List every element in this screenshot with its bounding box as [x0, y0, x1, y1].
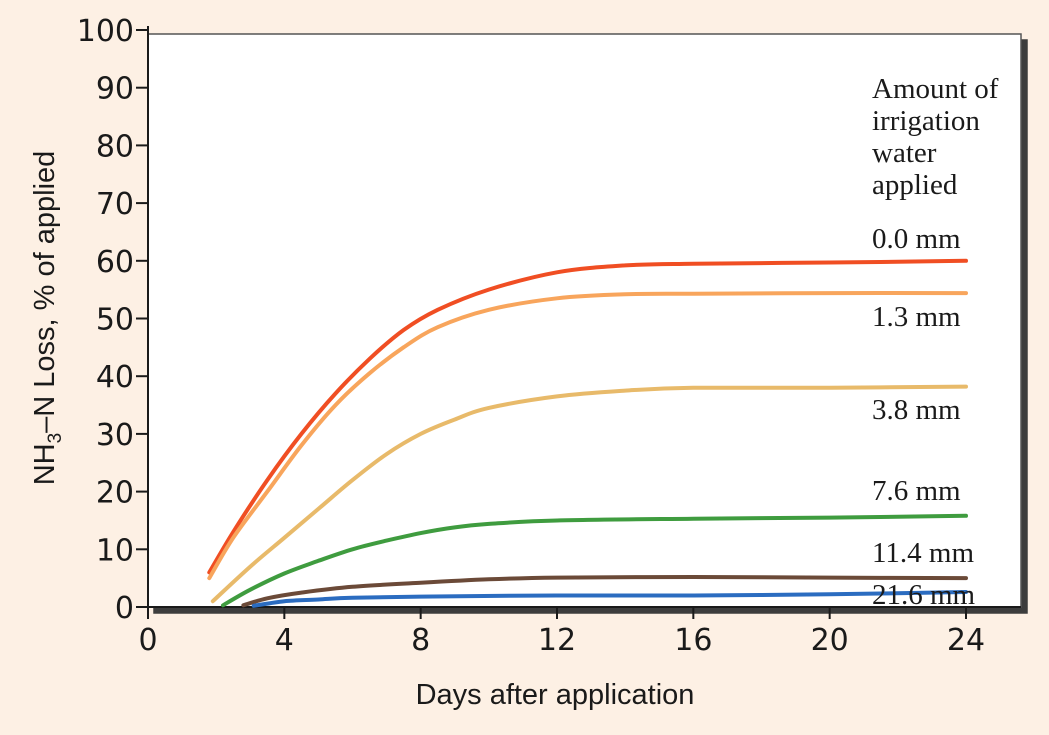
- x-tick-label: 0: [138, 623, 157, 658]
- series-label: 11.4 mm: [872, 537, 974, 569]
- x-tick-label: 20: [811, 623, 849, 658]
- y-tick-label: 10: [96, 533, 134, 568]
- plot-area: [147, 33, 1022, 608]
- series-line-11-4-mm: [241, 575, 968, 608]
- series-line-0-0-mm: [207, 258, 968, 575]
- y-tick-label: 20: [96, 476, 134, 511]
- series-label: 0.0 mm: [872, 223, 961, 255]
- y-tick-label: 50: [96, 303, 134, 338]
- series-label: 7.6 mm: [872, 475, 961, 507]
- legend-title-line: irrigation: [872, 105, 980, 137]
- x-tick-label: 4: [275, 623, 294, 658]
- series-label: 3.8 mm: [872, 394, 961, 426]
- x-tick-label: 12: [538, 623, 576, 658]
- series-lines: [207, 258, 968, 608]
- y-tick-label: 60: [96, 245, 134, 280]
- series-line-7-6-mm: [221, 513, 968, 608]
- legend-title-line: water: [872, 137, 937, 169]
- axes: 0 10 20 30 40 50 60 70 80 90 100 0 4 8 12 16 20 24: [77, 14, 1021, 658]
- y-tick-label: 90: [96, 72, 134, 107]
- legend-title-line: Amount of: [872, 73, 999, 105]
- x-tick-label: 8: [411, 623, 430, 658]
- y-axis-title: NH3–N Loss, % of applied: [29, 151, 66, 486]
- series-line-3-8-mm: [210, 384, 968, 604]
- y-tick-label: 40: [96, 360, 134, 395]
- x-axis-title: Days after application: [416, 679, 695, 711]
- x-tick-label: 16: [674, 623, 712, 658]
- y-axis-title-rest: –N Loss, % of applied: [29, 151, 61, 433]
- y-tick-label: 70: [96, 187, 134, 222]
- y-tick-label: 100: [77, 14, 134, 49]
- legend-title-line: applied: [872, 169, 958, 201]
- series-line-21-6-mm: [251, 590, 968, 608]
- series-line-1-3-mm: [207, 291, 968, 581]
- x-tick-label: 24: [947, 623, 985, 658]
- y-axis-title-main: NH: [29, 443, 61, 485]
- y-tick-label: 0: [115, 591, 134, 626]
- y-axis-title-sub: 3: [45, 433, 66, 444]
- y-tick-label: 80: [96, 129, 134, 164]
- series-label: 21.6 mm: [872, 579, 976, 611]
- series-label: 1.3 mm: [872, 301, 961, 333]
- y-tick-label: 30: [96, 418, 134, 453]
